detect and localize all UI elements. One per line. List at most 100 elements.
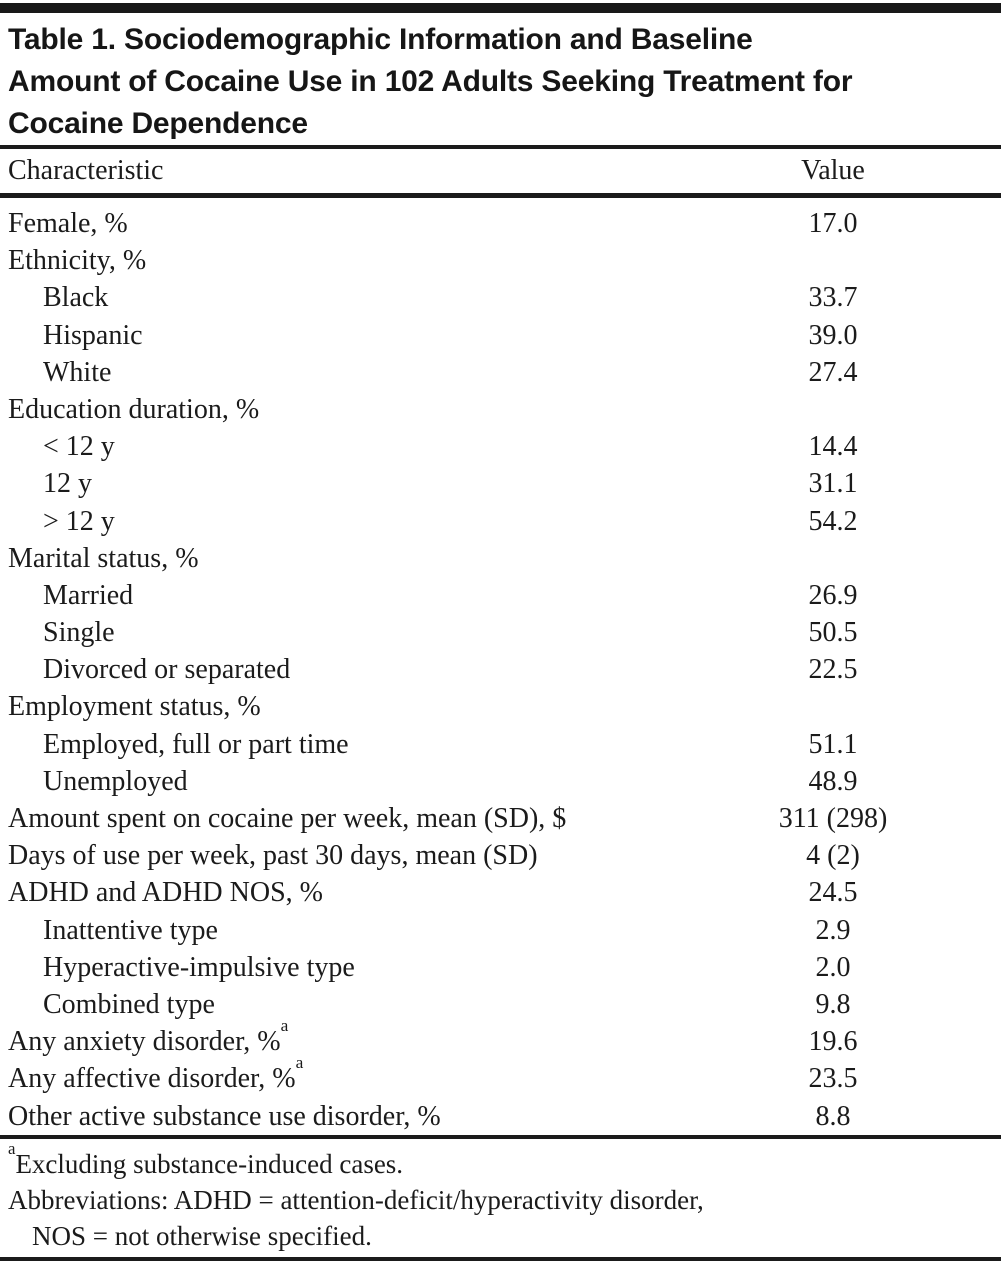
table-row: ADHD and ADHD NOS, % 24.5 bbox=[8, 874, 953, 911]
row-label-text: Married bbox=[43, 579, 134, 611]
row-label-text: Education duration, % bbox=[8, 393, 260, 425]
table-row: Days of use per week, past 30 days, mean… bbox=[8, 837, 953, 874]
row-label-text: Employed, full or part time bbox=[43, 728, 349, 760]
row-value: 51.1 bbox=[808, 728, 858, 760]
row-label: Unemployed bbox=[8, 763, 713, 800]
row-label-text: 12 y bbox=[43, 468, 92, 500]
row-label-text: White bbox=[43, 356, 112, 388]
column-header-row: Characteristic Value bbox=[0, 149, 1001, 193]
row-label-text: Employment status, % bbox=[8, 691, 261, 723]
row-value: 27.4 bbox=[808, 356, 858, 388]
table-row: Single 50.5 bbox=[8, 614, 953, 651]
rule-bottom bbox=[0, 1256, 1001, 1261]
row-label-text: Unemployed bbox=[43, 765, 188, 797]
row-label: Ethnicity, % bbox=[8, 242, 713, 279]
table-row: < 12 y 14.4 bbox=[8, 428, 953, 465]
table-row: Ethnicity, % bbox=[8, 242, 953, 279]
row-label-text: Divorced or separated bbox=[43, 654, 291, 686]
table-title-line-2: Amount of Cocaine Use in 102 Adults Seek… bbox=[8, 65, 853, 98]
row-label-text: Other active substance use disorder, % bbox=[8, 1100, 441, 1132]
row-label: Education duration, % bbox=[8, 391, 713, 428]
row-label-text: Any affective disorder, % bbox=[8, 1063, 296, 1095]
table-row: Hyperactive-impulsive type 2.0 bbox=[8, 949, 953, 986]
row-label: < 12 y bbox=[8, 428, 713, 465]
table-row: Education duration, % bbox=[8, 391, 953, 428]
footnote-a: aExcluding substance-induced cases. bbox=[8, 1140, 993, 1182]
row-label-text: Hispanic bbox=[43, 319, 143, 351]
row-label-text: Female, % bbox=[8, 208, 128, 239]
row-label-text: Black bbox=[43, 282, 109, 314]
row-label-text: Amount spent on cocaine per week, mean (… bbox=[8, 803, 567, 834]
row-label: Hyperactive-impulsive type bbox=[8, 949, 713, 986]
row-value: 50.5 bbox=[808, 617, 858, 649]
row-label: Female, % bbox=[8, 205, 713, 242]
table-row: Divorced or separated 22.5 bbox=[8, 651, 953, 688]
row-value: 54.2 bbox=[808, 505, 858, 537]
table-title-line-3: Cocaine Dependence bbox=[8, 107, 308, 140]
row-value: 2.9 bbox=[815, 914, 851, 946]
row-label: 12 y bbox=[8, 465, 713, 502]
row-value: 48.9 bbox=[808, 765, 858, 797]
row-value: 311 (298) bbox=[778, 803, 888, 834]
table-row: Inattentive type 2.9 bbox=[8, 912, 953, 949]
table-row: Amount spent on cocaine per week, mean (… bbox=[8, 800, 953, 837]
row-label: Black bbox=[8, 279, 713, 316]
row-label-text: Any anxiety disorder, % bbox=[8, 1026, 281, 1058]
row-label-text: Single bbox=[43, 617, 115, 649]
row-value: 14.4 bbox=[808, 431, 858, 463]
row-label: Combined type bbox=[8, 986, 713, 1023]
row-label: ADHD and ADHD NOS, % bbox=[8, 874, 713, 911]
row-label: > 12 y bbox=[8, 503, 713, 540]
footnote-marker: a bbox=[280, 1023, 289, 1036]
row-value: 8.8 bbox=[815, 1100, 851, 1132]
rule-under-title bbox=[0, 145, 1001, 149]
footnote-abbreviations-line2: NOS = not otherwise specified. bbox=[32, 1220, 372, 1251]
row-value: 33.7 bbox=[808, 282, 858, 314]
row-label: Any anxiety disorder, %a bbox=[8, 1023, 713, 1060]
row-value: 4 (2) bbox=[806, 840, 860, 872]
table-row: 12 y 31.1 bbox=[8, 465, 953, 502]
footnotes: aExcluding substance-induced cases. Abbr… bbox=[0, 1139, 1001, 1254]
row-label-text: Days of use per week, past 30 days, mean… bbox=[8, 840, 538, 872]
table-row: Married 26.9 bbox=[8, 577, 953, 614]
row-value: 17.0 bbox=[808, 208, 858, 239]
table-row: Any anxiety disorder, %a 19.6 bbox=[8, 1023, 953, 1060]
column-header-value: Value bbox=[801, 155, 865, 186]
footnote-a-marker: a bbox=[8, 1139, 16, 1159]
row-label: Divorced or separated bbox=[8, 651, 713, 688]
footnote-marker: a bbox=[295, 1060, 304, 1073]
table-title-line-1: Table 1. Sociodemographic Information an… bbox=[8, 23, 753, 56]
rule-above-footnotes bbox=[0, 1134, 1001, 1139]
row-label: Employment status, % bbox=[8, 688, 713, 725]
row-value: 22.5 bbox=[808, 654, 858, 686]
row-value: 26.9 bbox=[808, 579, 858, 611]
row-label: White bbox=[8, 354, 713, 391]
row-label-text: Ethnicity, % bbox=[8, 245, 147, 277]
row-label: Any affective disorder, %a bbox=[8, 1060, 713, 1097]
row-value: 2.0 bbox=[815, 951, 851, 983]
table-row: Any affective disorder, %a 23.5 bbox=[8, 1060, 953, 1097]
table-row: Black 33.7 bbox=[8, 279, 953, 316]
table-row: White 27.4 bbox=[8, 354, 953, 391]
row-label-text: Inattentive type bbox=[43, 914, 218, 946]
column-header-characteristic: Characteristic bbox=[8, 155, 164, 186]
row-label: Single bbox=[8, 614, 713, 651]
row-value: 9.8 bbox=[815, 988, 851, 1020]
table-row: Female, % 17.0 bbox=[8, 205, 953, 242]
row-label: Employed, full or part time bbox=[8, 726, 713, 763]
row-label: Marital status, % bbox=[8, 540, 713, 577]
rule-under-header bbox=[0, 193, 1001, 198]
row-label: Other active substance use disorder, % bbox=[8, 1098, 713, 1135]
table-row: Marital status, % bbox=[8, 540, 953, 577]
footnote-a-text: Excluding substance-induced cases. bbox=[15, 1148, 404, 1179]
row-label: Amount spent on cocaine per week, mean (… bbox=[8, 800, 713, 837]
table-row: Unemployed 48.9 bbox=[8, 763, 953, 800]
row-label-text: Combined type bbox=[43, 988, 215, 1020]
row-value: 39.0 bbox=[808, 319, 858, 351]
table-row: Other active substance use disorder, % 8.… bbox=[8, 1098, 953, 1135]
row-label: Inattentive type bbox=[8, 912, 713, 949]
row-label: Days of use per week, past 30 days, mean… bbox=[8, 837, 713, 874]
table-row: Hispanic 39.0 bbox=[8, 317, 953, 354]
table-row: > 12 y 54.2 bbox=[8, 503, 953, 540]
table-row: Employed, full or part time 51.1 bbox=[8, 726, 953, 763]
